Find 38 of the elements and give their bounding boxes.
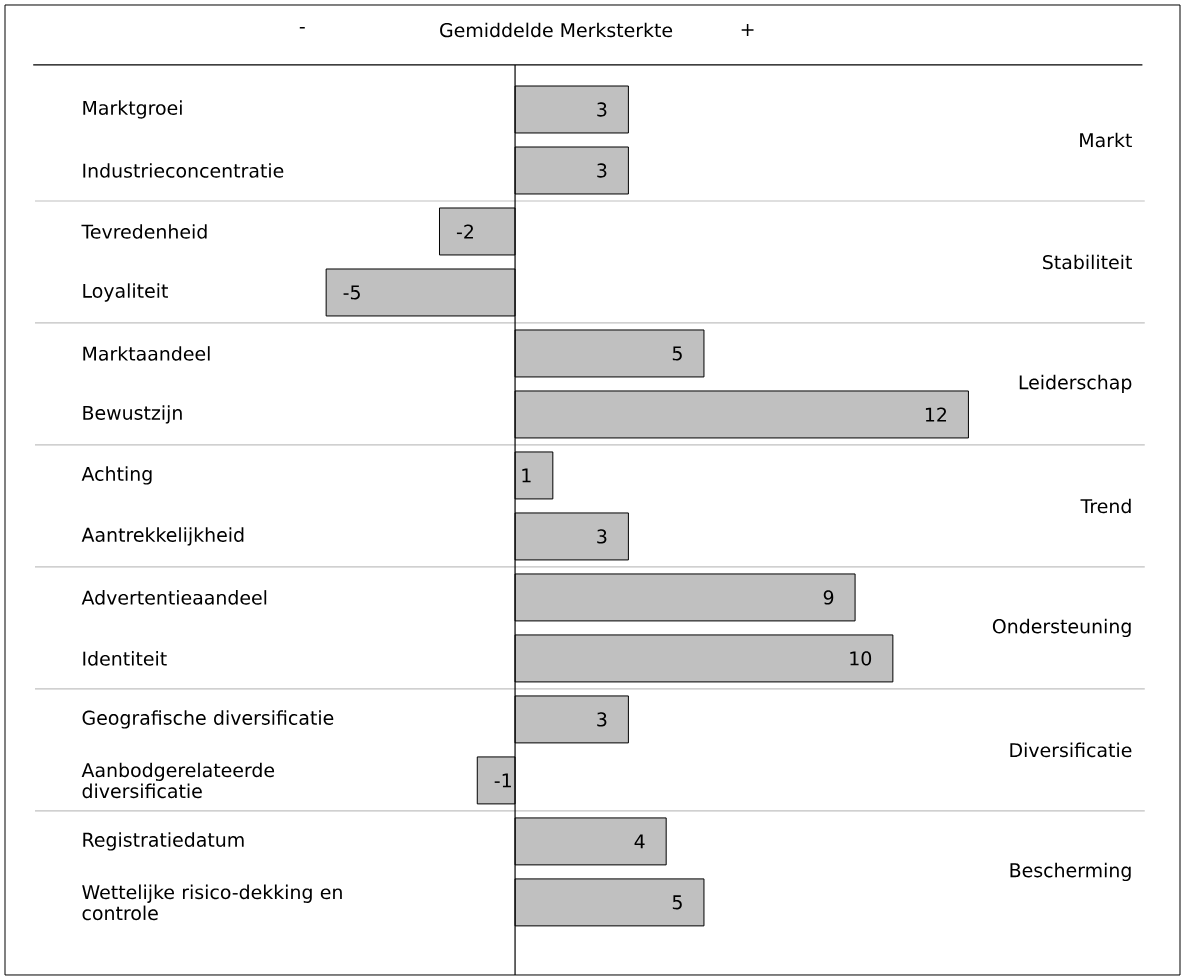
- data-label: 5: [672, 346, 682, 361]
- y-tick-label: Loyaliteit: [83, 283, 168, 302]
- data-label: 3: [597, 712, 607, 727]
- data-label: 1: [522, 468, 531, 483]
- data-label: -5: [343, 285, 360, 300]
- data-label: 4: [634, 834, 645, 849]
- data-label: 3: [597, 529, 607, 544]
- y-tick-label: Marktgroei: [83, 100, 182, 119]
- text: -: [299, 27, 305, 29]
- data-label: 3: [597, 102, 607, 117]
- y-tick-label: Aanbodgerelateerde diversificatie: [81, 762, 275, 799]
- y-tick-label: Aantrekkelijkheid: [81, 527, 244, 546]
- data-label: 10: [850, 651, 872, 666]
- annotation: Trend: [1080, 498, 1131, 514]
- annotation: Markt: [1080, 132, 1132, 148]
- y-tick-label: Registratiedatum: [83, 832, 244, 851]
- data-label: -2: [456, 224, 473, 239]
- data-label: 12: [925, 407, 947, 422]
- annotation: Leiderschap: [1019, 374, 1132, 394]
- text: +: [741, 24, 754, 36]
- data-label: 5: [672, 895, 682, 910]
- data-label: -1: [494, 773, 511, 788]
- y-tick-label: Geografische diversificatie: [82, 710, 334, 729]
- y-tick-label: Marktaandeel: [83, 346, 210, 361]
- y-tick-label: Industrieconcentratie: [83, 163, 284, 178]
- y-tick-label: Identiteit: [83, 651, 167, 666]
- y-tick-label: Tevredenheid: [81, 224, 207, 239]
- chart-title: Gemiddelde Merksterkte: [440, 22, 673, 38]
- y-tick-label: Achting: [81, 466, 152, 485]
- y-tick-label: Bewustzijn: [83, 405, 182, 424]
- y-tick-label: Advertentieaandeel: [81, 590, 267, 605]
- annotation: Diversificatie: [1010, 742, 1132, 758]
- y-tick-label: Wettelijke risico-dekking en controle: [82, 884, 342, 921]
- data-label: 9: [823, 590, 834, 605]
- annotation: Stabiliteit: [1043, 254, 1132, 270]
- annotation: Ondersteuning: [992, 618, 1131, 638]
- data-label: 3: [597, 163, 607, 178]
- annotation: Bescherming: [1010, 862, 1131, 882]
